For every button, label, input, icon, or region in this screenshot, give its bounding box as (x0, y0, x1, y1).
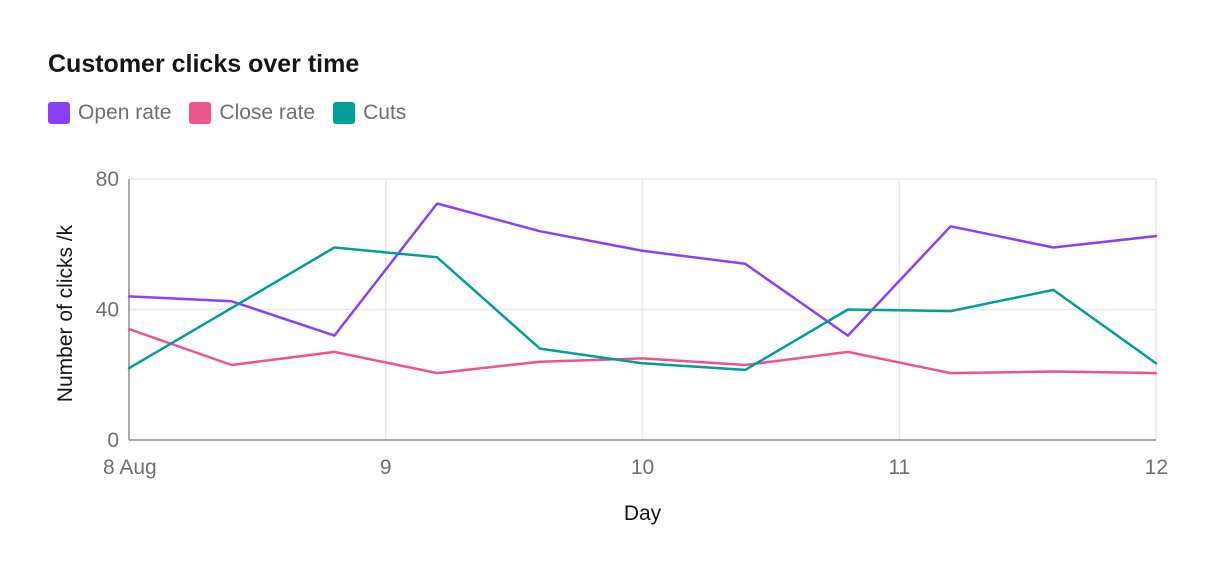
x-tick-label: 12 (1145, 456, 1168, 479)
legend-swatch-cuts (333, 102, 356, 124)
x-tick-label: 8 Aug (103, 456, 157, 479)
series-line-cuts (127, 246, 1158, 372)
x-axis-title: Day (624, 502, 662, 525)
chart-title: Customer clicks over time (48, 50, 360, 78)
legend-swatch-open-rate (48, 102, 70, 124)
legend-item-open-rate[interactable]: Open rate (48, 101, 171, 125)
legend-label-cuts: Cuts (363, 101, 407, 124)
legend-item-cuts[interactable]: Cuts (333, 101, 406, 125)
y-tick-label: 40 (96, 299, 119, 322)
y-axis-title: Number of clicks /k (54, 224, 77, 402)
series-line-open-rate (127, 202, 1158, 337)
series-line-close-rate (127, 327, 1158, 375)
x-tick-label: 10 (631, 456, 654, 479)
legend-label-close-rate: Close rate (219, 101, 316, 124)
x-tick-label: 9 (380, 456, 392, 479)
legend-item-close-rate[interactable]: Close rate (189, 101, 315, 125)
y-tick-label: 0 (107, 429, 119, 452)
legend: Open rate Close rate Cuts (48, 101, 424, 125)
y-tick-label: 80 (96, 168, 119, 191)
legend-swatch-close-rate (189, 102, 212, 124)
x-tick-label: 11 (888, 456, 910, 479)
legend-label-open-rate: Open rate (78, 101, 172, 124)
